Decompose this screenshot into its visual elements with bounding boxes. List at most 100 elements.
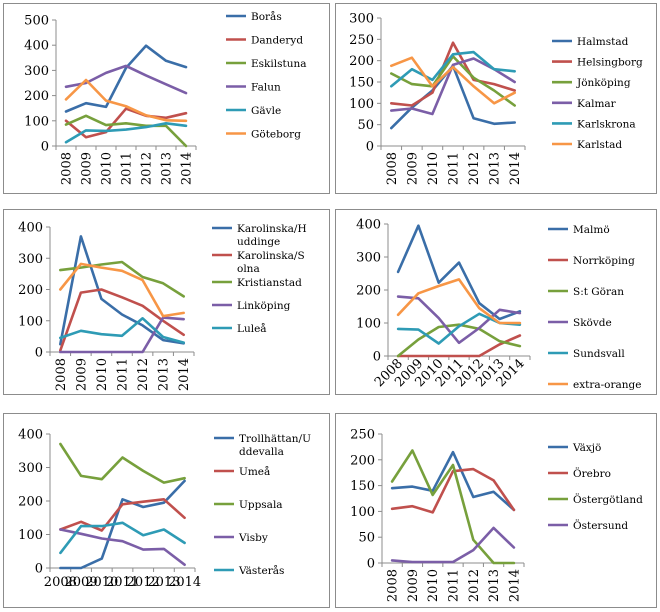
- y-tick-label: 0: [41, 140, 49, 155]
- chart-panel-4: 0 100 200 300 400 2008 2009 2010 2011 2012 2013 201…: [335, 209, 657, 395]
- y-tick-label: 300: [349, 12, 374, 27]
- chart-svg-1: 0 100 200 300 400 500 2008 2009 2010 2011 2012 2013…: [24, 10, 306, 185]
- series-line-halmstad: [389, 64, 516, 130]
- chart-svg-6: 0 50 100 150 200 250 2008 2009 2010 2011 2012 2013 2…: [350, 428, 643, 603]
- legend-label-malm: Malmö: [573, 224, 610, 236]
- series-line-karlstad-orange: [58, 262, 185, 318]
- series-line-uppsala: [59, 442, 186, 484]
- series-line-visby: [59, 528, 186, 566]
- series-line-sk-vde: [396, 295, 522, 345]
- x-tick-label: 2013: [147, 575, 180, 590]
- y-tick-label: 150: [349, 76, 374, 91]
- series-line-g-teborg: [64, 78, 188, 123]
- chart-panel-6: 0 50 100 150 200 250 2008 2009 2010 2011 2012 2013 2…: [335, 413, 657, 608]
- chart-svg-5: 0 100 200 300 400 200820092010201120122013201…: [18, 428, 311, 591]
- x-tick-label: 2008: [44, 575, 77, 590]
- y-tick-label: 100: [18, 528, 43, 543]
- series-line-v-ster-s: [59, 521, 186, 555]
- x-tick-label: 2014: [508, 152, 523, 185]
- legend-label-ume: Umeå: [239, 465, 270, 478]
- x-tick-label: 2010: [426, 152, 441, 185]
- x-tick-label: 2012: [467, 569, 482, 602]
- y-tick-label: 0: [35, 562, 43, 577]
- series-line-lule: [58, 317, 185, 344]
- legend-label-sundsvall: Sundsvall: [573, 348, 625, 360]
- chart-svg-3: 0 100 200 300 400 2008 2009 2010 2011 2012 2013 201…: [18, 221, 306, 392]
- legend-label-kristianstad: Kristianstad: [237, 277, 302, 289]
- y-tick-label: 100: [350, 505, 375, 520]
- x-tick-label: 2010: [85, 575, 118, 590]
- series-line-karolinska-huddinge: [58, 235, 185, 346]
- series-line-kristianstad: [58, 260, 185, 298]
- x-tick-label: 2009: [80, 152, 95, 185]
- x-tick-label: 2013: [157, 358, 172, 391]
- x-tick-label: 2014: [507, 569, 522, 602]
- y-tick-label: 400: [24, 39, 49, 54]
- x-tick-label: 2012: [127, 575, 160, 590]
- legend-label-karolinska-solna: olna: [237, 263, 260, 275]
- x-tick-label: 2008: [60, 152, 75, 185]
- series-line-ume: [59, 498, 186, 532]
- series-line-karolinska-solna: [58, 288, 185, 352]
- legend-label-sk-vde: Skövde: [573, 317, 612, 329]
- x-tick-label: 2013: [160, 152, 175, 185]
- y-tick-label: 200: [18, 283, 43, 298]
- y-tick-label: 100: [18, 314, 43, 329]
- legend-label-uppsala: Uppsala: [239, 499, 283, 511]
- x-tick-label: 2014: [168, 575, 201, 590]
- legend-label-karolinska-solna: Karolinska/S: [237, 250, 305, 262]
- series-line-danderyd: [64, 107, 188, 139]
- x-tick-label: 2009: [65, 575, 98, 590]
- x-tick-label: 2008: [386, 569, 401, 602]
- y-tick-label: 300: [24, 64, 49, 79]
- y-tick-label: 400: [18, 221, 43, 236]
- x-tick-label: 2009: [74, 358, 89, 391]
- y-tick-label: 150: [350, 479, 375, 494]
- legend-label-norrk-ping: Norrköping: [573, 255, 635, 267]
- legend-label-g-teborg: Göteborg: [251, 129, 301, 141]
- series-line-sterg-tland: [390, 449, 516, 565]
- series-line-rebro: [390, 467, 516, 514]
- chart-svg-4: 0100200300400200820092010201120122013201…: [356, 218, 641, 392]
- legend-label-s-t-g-ran: S:t Göran: [573, 286, 624, 298]
- x-tick-label: 2012: [136, 358, 151, 391]
- x-tick-label: 2011: [116, 358, 131, 391]
- x-tick-label: 2009: [405, 152, 420, 185]
- series-line-malm: [396, 224, 522, 321]
- y-tick-label: 300: [18, 252, 43, 267]
- series-line-g-vle: [64, 122, 188, 144]
- legend-label-halmstad: Halmstad: [577, 36, 629, 48]
- chart-panel-3: 0 100 200 300 400 2008 2009 2010 2011 2012 2013 201…: [3, 209, 330, 395]
- x-tick-label: 2013: [488, 152, 503, 185]
- series-line-extra-orange: [396, 278, 522, 325]
- legend-label-trollh-ttan-uddevalla: ddevalla: [239, 446, 284, 458]
- legend-label-stersund: Östersund: [573, 518, 628, 532]
- series-line-link-ping: [58, 316, 185, 354]
- y-tick-label: 200: [350, 453, 375, 468]
- x-tick-label: 2012: [140, 152, 155, 185]
- y-tick-label: 400: [356, 218, 381, 233]
- legend-label-kalmar: Kalmar: [577, 98, 617, 110]
- series-line-karlskrona: [389, 50, 516, 88]
- legend-label-v-ster-s: Västerås: [238, 564, 284, 577]
- x-tick-label: 2014: [177, 358, 192, 391]
- legend-label-karolinska-huddinge: uddinge: [237, 236, 280, 248]
- x-tick-label: 2008: [54, 358, 69, 391]
- series-line-norrk-ping: [396, 334, 522, 358]
- series-line-trollh-ttan-uddevalla: [59, 479, 186, 570]
- chart-svg-2: 0 50 100 150 200 250 300 2008 2009 2010 2011 2012 20…: [349, 12, 643, 186]
- x-tick-label: 2009: [406, 569, 421, 602]
- legend-label-lule: Luleå: [237, 322, 267, 335]
- legend-label-trollh-ttan-uddevalla: Trollhättan/U: [239, 433, 311, 445]
- x-tick-label: 2012: [467, 152, 482, 185]
- y-tick-label: 0: [35, 346, 43, 361]
- x-tick-label: 2011: [106, 575, 139, 590]
- y-tick-label: 0: [366, 140, 374, 155]
- series-line-falun: [64, 64, 188, 95]
- y-tick-label: 400: [18, 428, 43, 443]
- x-tick-label: 2011: [120, 152, 135, 185]
- chart-panel-1: 0 100 200 300 400 500 2008 2009 2010 2011 2012 2013…: [3, 3, 330, 194]
- y-tick-label: 0: [373, 350, 381, 365]
- y-tick-label: 50: [357, 118, 374, 133]
- legend-label-extra-orange: extra-orange: [573, 379, 641, 391]
